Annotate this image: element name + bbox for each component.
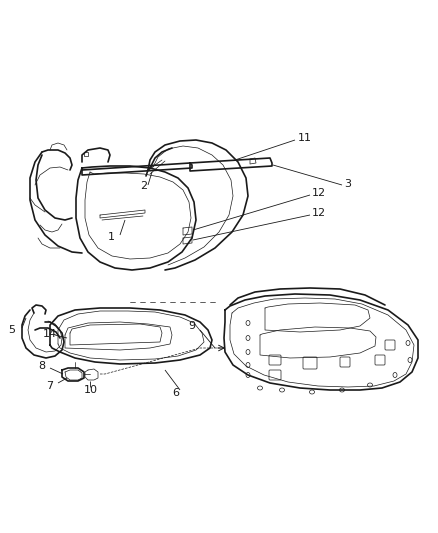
Text: 2: 2 [140, 181, 147, 191]
Text: 1: 1 [108, 232, 115, 242]
Text: 14: 14 [43, 329, 57, 339]
Text: 7: 7 [46, 381, 53, 391]
Text: 6: 6 [172, 388, 179, 398]
Text: 12: 12 [312, 188, 326, 198]
Text: 3: 3 [344, 179, 351, 189]
Text: 12: 12 [312, 208, 326, 218]
Text: 9: 9 [188, 321, 195, 331]
Text: 8: 8 [38, 361, 45, 371]
Text: 11: 11 [298, 133, 312, 143]
Text: 5: 5 [8, 325, 15, 335]
Text: 10: 10 [84, 385, 98, 395]
